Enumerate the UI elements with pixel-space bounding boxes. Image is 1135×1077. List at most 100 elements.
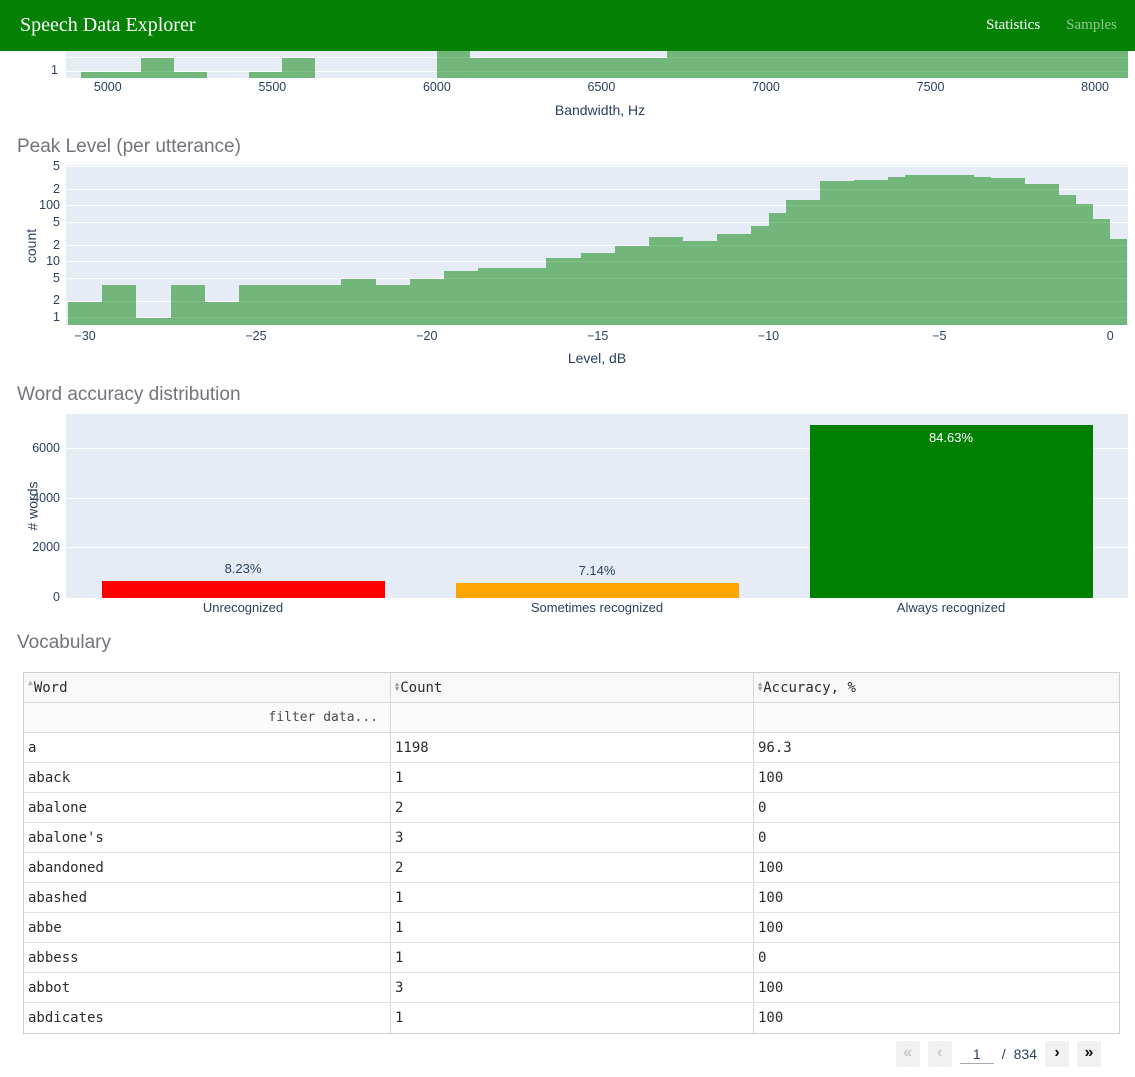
table-cell: 1 — [391, 913, 754, 942]
column-header-word[interactable]: ▲ Word — [24, 673, 391, 702]
peak-level-bar — [119, 284, 137, 325]
page-number-input[interactable] — [959, 1044, 994, 1064]
peak-level-x-tick: −20 — [416, 329, 438, 343]
table-cell: 3 — [391, 823, 754, 852]
peak-level-heading: Peak Level (per utterance) — [17, 136, 241, 157]
word-accuracy-heading: Word accuracy distribution — [17, 384, 241, 405]
peak-level-x-tick: −5 — [932, 329, 947, 343]
table-cell: abbe — [24, 913, 391, 942]
peak-level-bar — [956, 175, 974, 325]
accuracy-bar[interactable] — [101, 581, 385, 598]
gridline — [66, 56, 1128, 58]
vocabulary-heading: Vocabulary — [17, 632, 112, 653]
table-cell: 100 — [758, 769, 784, 786]
table-cell: abalone's — [24, 823, 391, 852]
accuracy-bar[interactable] — [455, 583, 739, 598]
peak-level-bar — [631, 245, 649, 325]
bandwidth-x-tick: 5000 — [93, 80, 122, 94]
nav-link-samples[interactable]: Samples — [1066, 17, 1117, 33]
table-cell: 100 — [758, 889, 784, 906]
total-pages: 834 — [1013, 1046, 1037, 1062]
peak-level-x-tick: −25 — [245, 329, 267, 343]
filter-input[interactable] — [754, 703, 1119, 732]
table-cell: 100 — [758, 919, 784, 936]
peak-level-y-tick: 5 — [53, 271, 60, 286]
bandwidth-plot-area[interactable] — [66, 51, 1128, 78]
peak-level-bar — [700, 241, 718, 325]
table-header-row: ▲ Word ▲ ▼ Count ▲ ▼ Accuracy, % — [24, 673, 1119, 703]
gridline — [66, 188, 1128, 190]
word-accuracy-y-tick: 2000 — [32, 540, 60, 555]
word-accuracy-y-axis-title: # words — [24, 481, 41, 531]
table-cell: a — [24, 733, 391, 762]
app-title: Speech Data Explorer — [20, 14, 196, 36]
bandwidth-bar — [469, 57, 668, 78]
peak-level-bar — [683, 241, 701, 325]
peak-level-x-tick: 0 — [1106, 329, 1114, 343]
nav-link-statistics[interactable]: Statistics — [985, 17, 1041, 33]
first-page-button[interactable]: « — [895, 1041, 920, 1067]
peak-level-bar — [426, 279, 444, 325]
peak-level-bar — [358, 279, 376, 325]
table-row: abalone's 3 0 — [24, 823, 1119, 853]
peak-level-bar — [255, 284, 274, 325]
peak-level-bar — [409, 279, 427, 325]
peak-level-bar — [1007, 178, 1025, 325]
column-header-count[interactable]: ▲ ▼ Count — [391, 673, 754, 702]
table-cell: 2 — [391, 853, 754, 882]
peak-level-x-tick: −30 — [74, 329, 96, 343]
peak-level-bar — [341, 279, 359, 325]
peak-level-bar — [768, 213, 786, 325]
table-cell: 96.3 — [758, 739, 792, 756]
sort-both-icon: ▲ ▼ — [758, 679, 763, 693]
peak-level-bar — [443, 271, 461, 325]
percent-label: 8.23% — [224, 561, 262, 577]
last-page-button[interactable]: » — [1077, 1041, 1101, 1067]
table-row: abandoned 2 100 — [24, 853, 1119, 883]
peak-level-bar — [922, 174, 940, 325]
bandwidth-bar — [140, 57, 174, 78]
peak-level-bar — [1024, 184, 1042, 325]
column-header-accuracy[interactable]: ▲ ▼ Accuracy, % — [754, 673, 1119, 702]
peak-level-x-tick: −10 — [757, 329, 780, 343]
table-cell: 0 — [758, 829, 767, 846]
peak-level-y-tick: 100 — [39, 198, 60, 213]
accuracy-bar[interactable] — [809, 425, 1093, 598]
peak-level-bar — [102, 284, 120, 325]
next-page-button[interactable]: › — [1045, 1041, 1069, 1067]
peak-level-bar — [204, 301, 222, 325]
peak-level-bar — [221, 301, 239, 325]
gridline — [66, 447, 1128, 449]
peak-level-bar — [307, 284, 325, 325]
prev-page-button[interactable]: ‹ — [927, 1041, 952, 1067]
peak-level-y-tick: 10 — [46, 254, 60, 269]
table-cell: abandoned — [24, 853, 391, 882]
peak-level-bar — [461, 271, 479, 325]
word-accuracy-y-tick: 6000 — [32, 440, 60, 455]
table-cell: 1198 — [391, 733, 754, 762]
filter-input[interactable]: filter data... — [24, 703, 391, 732]
peak-level-bar — [187, 284, 205, 325]
table-cell: 1 — [391, 763, 754, 792]
peak-level-plot-area[interactable] — [66, 165, 1128, 325]
category-label: Always recognized — [896, 600, 1006, 615]
table-cell: abdicates — [24, 1003, 391, 1033]
bandwidth-y-tick: 1 — [51, 63, 58, 77]
column-header-label: Accuracy, % — [763, 679, 856, 696]
word-accuracy-plot-area[interactable] — [66, 414, 1128, 598]
peak-level-bar — [939, 175, 957, 325]
peak-level-bar — [853, 179, 872, 325]
peak-level-x-tick: −15 — [587, 329, 609, 343]
peak-level-x-axis-title: Level, dB — [567, 350, 627, 366]
table-row: abdicates 1 100 — [24, 1003, 1119, 1033]
table-cell: abalone — [24, 793, 391, 822]
table-cell: 2 — [391, 793, 754, 822]
bandwidth-x-tick: 7000 — [752, 80, 780, 94]
peak-level-bar — [1058, 195, 1077, 325]
filter-input[interactable] — [391, 703, 754, 732]
table-row: aback 1 100 — [24, 763, 1119, 793]
table-filter-row: filter data... — [24, 703, 1119, 733]
peak-level-bar — [563, 257, 581, 325]
percent-label: 7.14% — [578, 563, 616, 579]
